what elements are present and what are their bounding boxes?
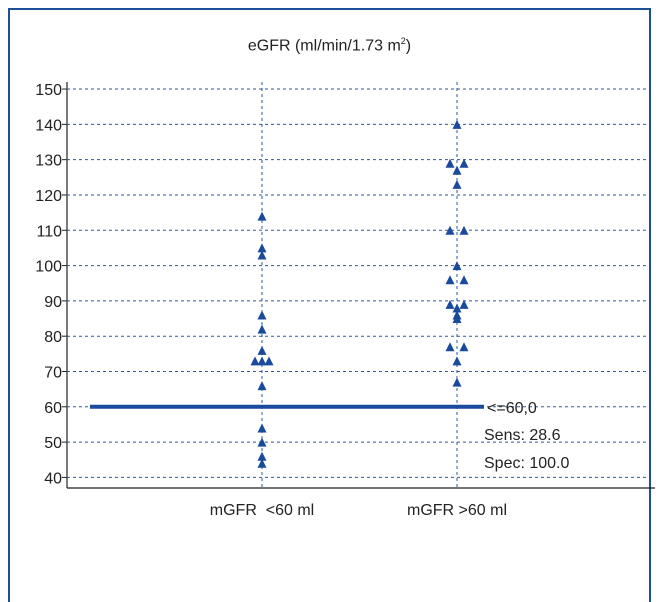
data-point [445, 225, 455, 235]
y-tick-label: 50 [44, 435, 62, 452]
x-category-label: mGFR <60 ml [210, 502, 314, 519]
data-point [257, 356, 267, 366]
data-point [257, 381, 267, 391]
data-point [452, 314, 462, 324]
chart-title: eGFR (ml/min/1.73 m2) [0, 36, 659, 55]
data-point [257, 458, 267, 468]
specificity-label: Spec: 100.0 [484, 455, 570, 472]
y-tick-label: 120 [35, 188, 62, 205]
data-point [257, 250, 267, 260]
figure-frame [8, 8, 651, 602]
data-point [459, 299, 469, 309]
y-tick-label: 110 [36, 223, 62, 240]
data-point [257, 451, 267, 461]
data-point [257, 423, 267, 433]
y-tick-label: 100 [35, 259, 62, 276]
y-tick-label: 60 [44, 400, 62, 417]
data-point [257, 211, 267, 221]
data-point [452, 179, 462, 189]
data-point [257, 345, 267, 355]
data-point [452, 165, 462, 175]
sensitivity-label: Sens: 28.6 [484, 427, 561, 444]
cutoff-label: <=60,0 [487, 400, 537, 417]
data-point [257, 324, 267, 334]
y-tick-label: 70 [44, 364, 62, 381]
y-tick-label: 150 [35, 82, 62, 99]
data-point [257, 437, 267, 447]
data-point [452, 119, 462, 129]
y-tick-label: 130 [35, 153, 62, 170]
data-point [452, 303, 462, 313]
data-point [264, 356, 274, 366]
chart-title-suffix: ) [405, 37, 412, 55]
data-point [459, 158, 469, 168]
chart-title-text: eGFR (ml/min/1.73 m [247, 37, 401, 55]
data-point [250, 356, 260, 366]
y-tick-label: 90 [44, 294, 62, 311]
y-tick-label: 140 [35, 117, 62, 134]
data-point [452, 377, 462, 387]
x-category-label: mGFR >60 ml [407, 502, 507, 519]
data-point [257, 243, 267, 253]
data-point [459, 275, 469, 285]
data-point [445, 158, 455, 168]
data-point [459, 225, 469, 235]
data-point [452, 356, 462, 366]
data-point [257, 310, 267, 320]
data-point [445, 342, 455, 352]
chart-title-superscript: 2 [400, 36, 406, 46]
y-tick-label: 40 [44, 470, 62, 487]
data-point [445, 299, 455, 309]
y-tick-label: 80 [44, 329, 62, 346]
data-point [445, 275, 455, 285]
data-point [452, 261, 462, 271]
data-point [459, 342, 469, 352]
